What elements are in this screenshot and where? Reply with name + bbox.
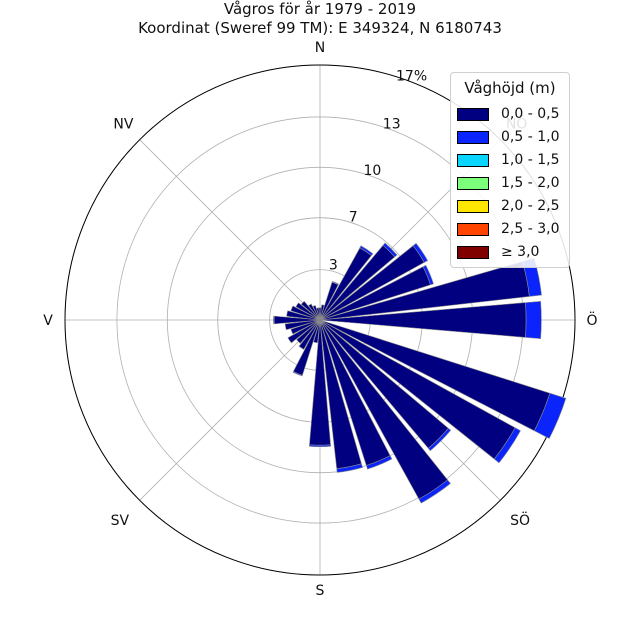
direction-label: V bbox=[43, 313, 53, 329]
sector-bar bbox=[365, 455, 393, 470]
legend-swatch bbox=[457, 130, 489, 144]
legend-label: 2,5 - 3,0 bbox=[501, 221, 560, 237]
legend-label: 1,5 - 2,0 bbox=[501, 175, 560, 191]
sector-bar bbox=[296, 319, 321, 344]
sector-bar bbox=[286, 310, 321, 321]
direction-label: SÖ bbox=[510, 511, 530, 529]
legend-label: 0,5 - 1,0 bbox=[501, 129, 560, 145]
legend-label: 2,0 - 2,5 bbox=[501, 198, 560, 214]
grid-spoke bbox=[139, 139, 321, 321]
sector-bar bbox=[412, 242, 429, 263]
sector-bar bbox=[331, 281, 339, 286]
legend-label: 0,0 - 0,5 bbox=[501, 106, 560, 122]
legend-item: ≥ 3,0 bbox=[457, 243, 539, 261]
sector-bar bbox=[422, 264, 434, 286]
chart-title-line-2: Koordinat (Sweref 99 TM): E 349324, N 61… bbox=[138, 19, 502, 37]
sector-bar bbox=[295, 302, 321, 321]
sector-bar bbox=[284, 319, 321, 331]
direction-label: S bbox=[316, 583, 325, 599]
sector-bar bbox=[525, 301, 542, 339]
grid-spoke bbox=[139, 319, 321, 501]
radial-tick-label: 3 bbox=[329, 257, 338, 273]
legend-item: 2,0 - 2,5 bbox=[457, 197, 559, 215]
legend-swatch bbox=[457, 199, 489, 213]
direction-label: SV bbox=[111, 513, 130, 529]
sector-bar bbox=[308, 303, 321, 321]
sector-bar bbox=[427, 427, 452, 452]
sector-bar bbox=[308, 444, 332, 448]
legend-label: ≥ 3,0 bbox=[501, 244, 540, 260]
legend-swatch bbox=[457, 153, 489, 167]
legend-item: 1,0 - 1,5 bbox=[457, 151, 559, 169]
sector-bar bbox=[292, 371, 303, 377]
sector-bars bbox=[273, 242, 567, 504]
outer-circle bbox=[64, 64, 576, 576]
radial-tick-label: 17% bbox=[396, 68, 427, 84]
legend-item: 0,5 - 1,0 bbox=[457, 128, 559, 146]
sector-bar bbox=[273, 315, 275, 325]
legend: Våghöjd (m) 0,0 - 0,5 0,5 - 1,0 1,0 - 1,… bbox=[450, 72, 570, 268]
legend-swatch bbox=[457, 176, 489, 190]
sector-bar bbox=[382, 242, 398, 258]
sector-bar bbox=[300, 300, 321, 321]
legend-title: Våghöjd (m) bbox=[464, 79, 556, 97]
sector-bar bbox=[298, 319, 321, 350]
legend-item: 2,5 - 3,0 bbox=[457, 220, 559, 238]
legend-item: 0,0 - 0,5 bbox=[457, 105, 559, 123]
sector-bar bbox=[359, 245, 374, 256]
sector-bar bbox=[312, 305, 321, 321]
radial-tick-label: 7 bbox=[349, 209, 358, 225]
chart-title-line-1: Vågros för år 1979 - 2019 bbox=[223, 0, 417, 18]
radial-tick-label: 13 bbox=[383, 116, 401, 132]
chart-title: Vågros för år 1979 - 2019 Koordinat (Swe… bbox=[0, 0, 640, 38]
sector-bar bbox=[533, 392, 567, 439]
radial-tick-label: 10 bbox=[364, 163, 382, 179]
legend-swatch bbox=[457, 222, 489, 236]
legend-swatch bbox=[457, 245, 489, 259]
legend-item: 1,5 - 2,0 bbox=[457, 174, 559, 192]
legend-swatch bbox=[457, 107, 489, 121]
sector-bar bbox=[290, 319, 321, 335]
legend-label: 1,0 - 1,5 bbox=[501, 152, 560, 168]
sector-bar bbox=[316, 307, 321, 321]
sector-bar bbox=[287, 319, 321, 344]
sector-bar bbox=[418, 479, 451, 504]
direction-label: N bbox=[315, 40, 325, 56]
direction-label: Ö bbox=[586, 311, 597, 329]
sector-bar bbox=[290, 305, 321, 321]
direction-label: NV bbox=[113, 116, 133, 132]
sector-bar bbox=[493, 427, 521, 464]
sector-bar bbox=[318, 307, 322, 321]
sector-bar bbox=[336, 463, 363, 473]
